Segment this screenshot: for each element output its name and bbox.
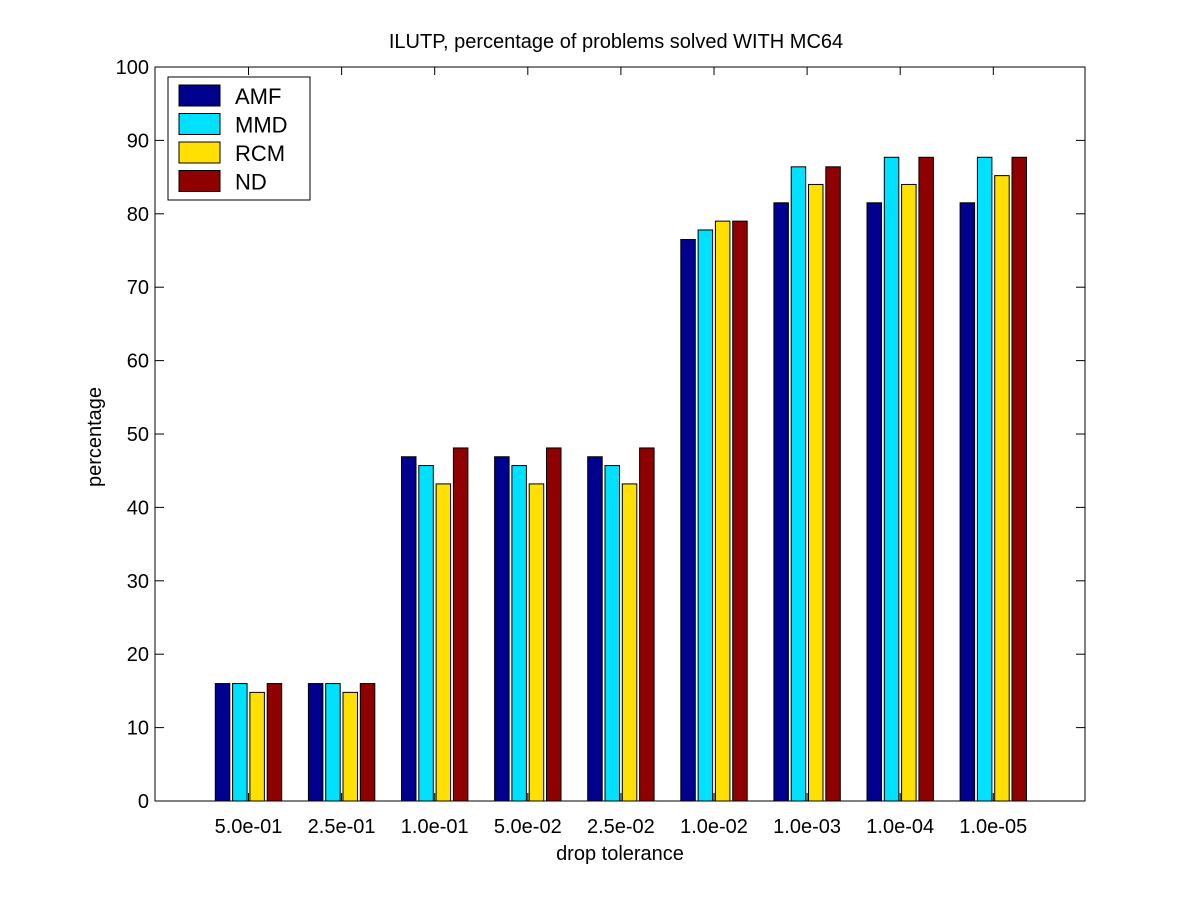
y-tick-label: 10 xyxy=(127,718,149,740)
legend: AMF MMD RCM ND xyxy=(167,76,311,201)
bar-amf-6 xyxy=(680,238,696,802)
bar-mmd-2 xyxy=(325,683,341,802)
bar-mmd-4 xyxy=(511,465,527,802)
bar-nd-7 xyxy=(825,166,841,802)
x-tick-label: 1.0e-03 xyxy=(773,816,841,838)
bar-mmd-1 xyxy=(232,683,248,802)
x-tick-label: 1.0e-05 xyxy=(959,816,1027,838)
x-tick-label: 1.0e-02 xyxy=(680,816,748,838)
y-tick-label: 50 xyxy=(127,424,149,446)
bar-rcm-3 xyxy=(435,483,452,802)
y-axis-label: percentage xyxy=(84,387,106,487)
bar-nd-2 xyxy=(359,683,376,802)
legend-label-nd: ND xyxy=(235,170,267,195)
y-tick-label: 100 xyxy=(116,57,149,79)
bar-mmd-6 xyxy=(697,229,714,802)
bar-nd-6 xyxy=(732,220,748,802)
y-tick-label: 30 xyxy=(127,571,149,593)
bar-nd-1 xyxy=(266,683,283,802)
bar-rcm-1 xyxy=(249,691,265,802)
bar-amf-3 xyxy=(401,456,417,802)
bar-nd-9 xyxy=(1011,156,1027,802)
bar-nd-8 xyxy=(918,156,934,802)
legend-swatch-rcm xyxy=(178,141,221,164)
bar-mmd-9 xyxy=(976,156,993,802)
bar-nd-4 xyxy=(546,447,562,802)
x-tick-label: 1.0e-01 xyxy=(401,816,469,838)
bar-amf-2 xyxy=(307,683,324,802)
legend-label-rcm: RCM xyxy=(235,141,285,166)
x-axis-label: drop tolerance xyxy=(556,843,684,865)
bar-nd-3 xyxy=(452,447,469,802)
bar-rcm-4 xyxy=(528,483,545,802)
bar-rcm-9 xyxy=(994,175,1010,802)
bar-mmd-7 xyxy=(790,166,807,802)
chart-title: ILUTP, percentage of problems solved WIT… xyxy=(389,31,843,53)
y-tick-label: 60 xyxy=(127,351,149,373)
bar-rcm-5 xyxy=(621,483,638,802)
bar-rcm-8 xyxy=(901,183,917,802)
bar-nd-5 xyxy=(639,447,655,802)
bar-mmd-8 xyxy=(883,156,900,802)
x-tick-label: 2.5e-01 xyxy=(308,816,376,838)
bar-amf-8 xyxy=(866,202,882,802)
y-tick-label: 0 xyxy=(138,791,149,813)
x-tick-label: 5.0e-02 xyxy=(494,816,562,838)
legend-label-mmd: MMD xyxy=(235,113,288,138)
y-tick-label: 90 xyxy=(127,130,149,152)
y-tick-label: 80 xyxy=(127,204,149,226)
x-tick-label: 1.0e-04 xyxy=(866,816,934,838)
x-tick-label: 2.5e-02 xyxy=(587,816,655,838)
bar-amf-9 xyxy=(959,202,976,802)
legend-label-amf: AMF xyxy=(235,84,281,109)
y-tick-label: 40 xyxy=(127,497,149,519)
bar-rcm-6 xyxy=(714,220,731,802)
bar-mmd-3 xyxy=(418,465,434,802)
y-tick-label: 70 xyxy=(127,277,149,299)
legend-swatch-nd xyxy=(178,170,221,192)
bar-amf-1 xyxy=(214,683,231,802)
bar-mmd-5 xyxy=(604,465,620,802)
bar-rcm-7 xyxy=(808,183,824,802)
x-tick-label: 5.0e-01 xyxy=(215,816,283,838)
bar-amf-4 xyxy=(494,456,510,802)
bar-rcm-2 xyxy=(342,691,358,802)
bar-amf-5 xyxy=(587,456,603,802)
plot-area: 5.0e-01 2.5e-01 1.0e-01 5.0e-02 2.5e-02 1.0e-… xyxy=(116,57,1086,838)
bar-amf-7 xyxy=(773,202,789,802)
legend-swatch-amf xyxy=(178,84,221,107)
y-tick-label: 20 xyxy=(127,644,149,666)
legend-swatch-mmd xyxy=(178,113,221,135)
